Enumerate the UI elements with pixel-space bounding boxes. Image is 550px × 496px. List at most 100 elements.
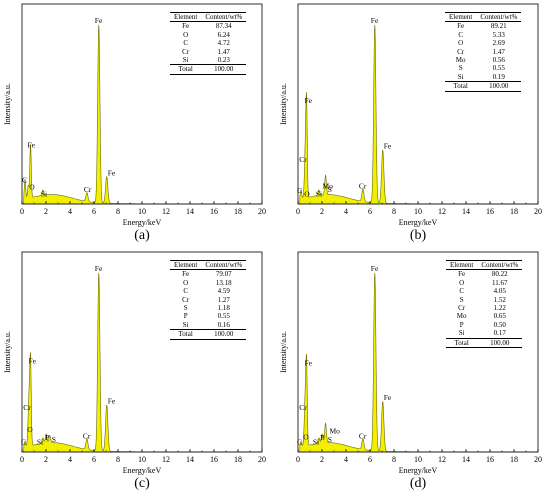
content-cell: 2.69 — [492, 39, 505, 48]
x-tick-label: 14 — [186, 455, 194, 464]
content-cell: 0.19 — [492, 72, 505, 81]
element-cell: O — [458, 39, 464, 48]
element-cell: C — [183, 287, 188, 296]
element-cell: O — [459, 278, 465, 287]
table-row: O 13.18 — [170, 279, 246, 287]
x-tick-label: 2 — [320, 207, 324, 216]
content-cell: 6.24 — [217, 30, 230, 39]
peak-label-si: Si — [316, 190, 322, 199]
element-cell: Si — [457, 72, 464, 81]
peak-label-fe: Fe — [28, 141, 36, 150]
peak-label-mo: Mo — [329, 427, 340, 436]
peak-label-fe: Fe — [384, 393, 392, 402]
eds-panel-c: 0 2 4 6 8 10 12 14 16 18 20 Energy/keV Intensity/a.u… — [0, 248, 275, 496]
panel-caption: (d) — [409, 476, 427, 491]
x-tick-label: 4 — [344, 455, 348, 464]
table-row: S 1.52 — [446, 296, 522, 304]
x-tick-label: 2 — [44, 455, 48, 464]
table-row: Fe 89.21 — [445, 22, 521, 31]
x-tick-label: 12 — [162, 207, 170, 216]
total-label: Total — [170, 64, 202, 75]
peak-label-fe: Fe — [108, 397, 116, 406]
element-cell: O — [183, 30, 189, 39]
x-tick-label: 14 — [462, 207, 470, 216]
peak-label-cr: Cr — [359, 182, 367, 191]
x-tick-label: 18 — [510, 207, 518, 216]
content-cell: 0.23 — [217, 56, 230, 65]
table-row: Cr 1.47 — [445, 48, 521, 56]
element-cell: Fe — [457, 22, 465, 31]
y-axis-label: Intensity/a.u. — [279, 83, 288, 125]
axes: 0 2 4 6 8 10 12 14 16 18 20 — [20, 251, 266, 464]
eds-panel-d: 0 2 4 6 8 10 12 14 16 18 20 Energy/keV Intensity/a.u… — [276, 248, 550, 496]
peak-label-o: O — [303, 432, 309, 441]
x-tick-label: 16 — [210, 207, 218, 216]
peak-label-p: P — [320, 433, 324, 442]
x-tick-label: 20 — [258, 207, 266, 216]
table-row: Si 0.17 — [446, 329, 522, 338]
content-cell: 89.21 — [490, 22, 507, 31]
total-value: 100.00 — [201, 329, 247, 340]
element-cell: S — [459, 295, 464, 304]
x-tick-label: 14 — [462, 455, 470, 464]
element-cell: Cr — [182, 295, 190, 304]
element-cell: S — [458, 64, 463, 73]
content-cell: 1.47 — [492, 47, 505, 56]
x-tick-label: 2 — [44, 207, 48, 216]
x-tick-label: 0 — [296, 455, 300, 464]
eds-panel-b: 0 2 4 6 8 10 12 14 16 18 20 Energy/keV Intensity/a.u… — [276, 0, 550, 248]
composition-table: Element Content/wt% Fe 79.07 O 13.18 C 4.59 Cr 1.… — [170, 259, 247, 340]
x-tick-label: 12 — [438, 207, 446, 216]
content-header: Content/wt% — [477, 259, 523, 271]
table-row: Si 0.16 — [170, 321, 246, 330]
peak-label-c: C — [22, 175, 27, 184]
content-cell: 79.07 — [215, 270, 232, 279]
total-row: Total 100.00 — [445, 81, 522, 92]
peak-label-cr: Cr — [299, 403, 307, 412]
x-tick-label: 16 — [486, 455, 494, 464]
axes: 0 2 4 6 8 10 12 14 16 18 20 — [296, 3, 542, 216]
element-header: Element — [446, 259, 478, 271]
peak-label-cr: Cr — [299, 155, 307, 164]
x-tick-label: 14 — [186, 207, 194, 216]
panel-caption: (b) — [409, 228, 427, 243]
total-row: Total 100.00 — [446, 337, 523, 349]
x-tick-label: 2 — [320, 455, 324, 464]
element-cell: Si — [182, 56, 189, 65]
content-cell: 0.16 — [217, 320, 230, 329]
content-cell: 0.50 — [493, 320, 506, 329]
table-row: O 2.69 — [445, 39, 521, 47]
table-row: Fe 87.34 — [170, 22, 246, 31]
axes: 0 2 4 6 8 10 12 14 16 18 20 — [296, 251, 542, 464]
peak-label-fe: Fe — [371, 16, 379, 25]
x-tick-label: 18 — [234, 207, 242, 216]
eds-panel-a: 0 2 4 6 8 10 12 14 16 18 20 Energy/keV Intensity/a.u… — [0, 0, 275, 248]
x-tick-label: 20 — [258, 455, 266, 464]
x-tick-label: 16 — [210, 455, 218, 464]
content-header: Content/wt% — [201, 259, 247, 271]
table-row: Cr 1.47 — [170, 48, 246, 56]
element-cell: Fe — [182, 270, 190, 279]
element-cell: Si — [182, 320, 189, 329]
x-tick-label: 8 — [116, 455, 120, 464]
element-cell: C — [459, 287, 464, 296]
peak-label-cr: Cr — [83, 431, 91, 440]
peak-label-c: C — [21, 438, 26, 447]
content-cell: 1.18 — [217, 304, 230, 313]
table-row: Cr 1.22 — [446, 304, 522, 312]
y-axis-label: Intensity/a.u. — [3, 331, 12, 373]
x-tick-label: 4 — [344, 207, 348, 216]
table-row: Si 0.19 — [445, 73, 521, 82]
element-header: Element — [170, 11, 202, 23]
peak-label-fe: Fe — [29, 357, 37, 366]
table-row: Cr 1.27 — [170, 296, 246, 304]
content-cell: 0.56 — [492, 56, 505, 65]
peak-label-si: Si — [41, 190, 47, 199]
table-row: S 0.55 — [445, 64, 521, 72]
peak-label-o: O — [304, 190, 310, 199]
peak-label-s: S — [52, 435, 56, 444]
composition-table: Element Content/wt% Fe 89.21 C 5.33 O 2.69 Cr 1.4… — [445, 11, 522, 92]
peak-label-si: Si — [313, 438, 319, 447]
content-cell: 0.55 — [492, 64, 505, 73]
x-tick-label: 10 — [138, 207, 146, 216]
